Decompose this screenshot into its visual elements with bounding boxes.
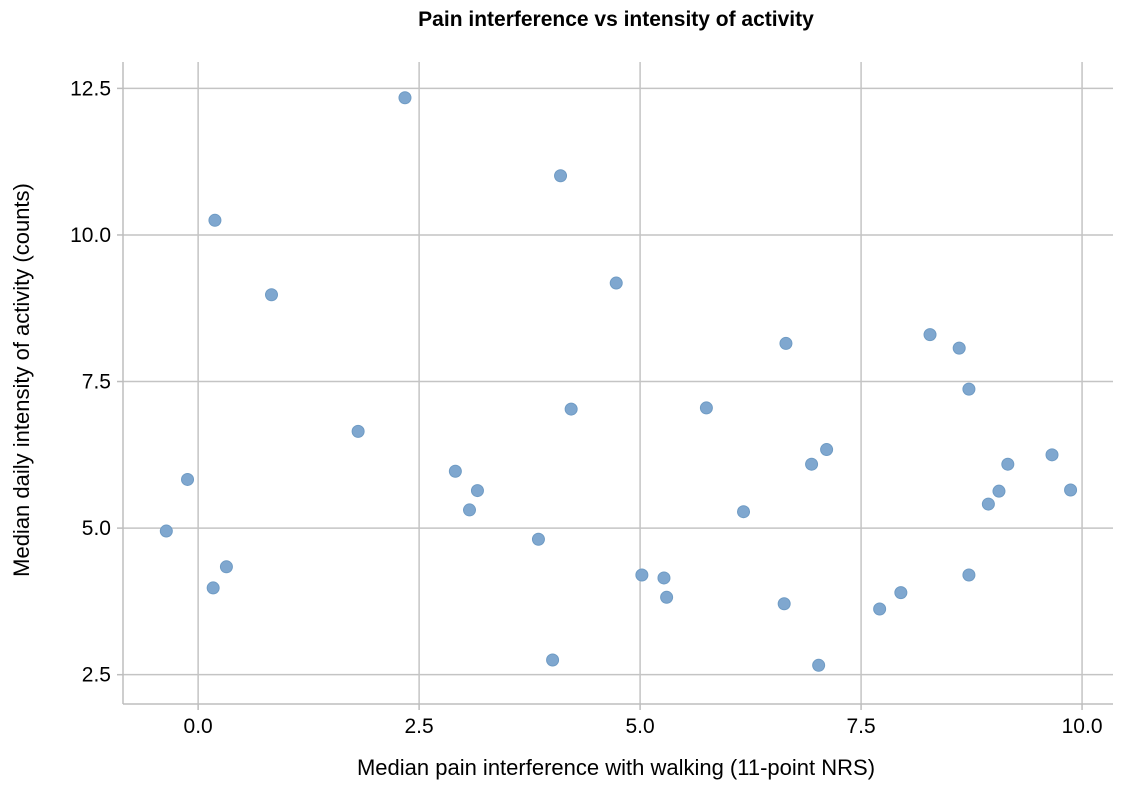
y-tick-label: 7.5 [82, 371, 111, 394]
chart-title: Pain interference vs intensity of activi… [418, 8, 814, 31]
data-point-7 [398, 91, 412, 105]
data-point-26 [873, 602, 887, 616]
data-points [159, 91, 1078, 672]
data-point-36 [1064, 483, 1078, 497]
data-point-1 [181, 472, 195, 486]
y-tick-label: 12.5 [70, 77, 111, 100]
y-tick-label: 5.0 [82, 517, 111, 540]
tick-labels: 0.0 2.5 5.0 7.5 10.0 2.5 5.0 7.5 10.0 12.5 [70, 77, 1102, 738]
y-tick-label: 2.5 [82, 664, 111, 687]
axes [117, 62, 1113, 710]
data-point-15 [609, 276, 623, 290]
data-point-0 [159, 524, 173, 538]
data-point-10 [470, 484, 484, 498]
data-point-23 [805, 457, 819, 471]
data-point-13 [554, 169, 568, 183]
data-point-6 [351, 424, 365, 438]
data-point-32 [981, 497, 995, 511]
data-point-25 [820, 443, 834, 457]
data-point-11 [531, 532, 545, 546]
x-tick-label: 2.5 [405, 715, 434, 738]
data-point-21 [777, 597, 791, 611]
x-tick-label: 10.0 [1062, 715, 1103, 738]
data-point-20 [737, 505, 751, 519]
data-point-17 [657, 571, 671, 585]
x-tick-label: 7.5 [846, 715, 875, 738]
data-point-3 [208, 213, 222, 227]
data-point-2 [206, 581, 220, 595]
data-point-19 [699, 401, 713, 415]
y-tick-label: 10.0 [70, 224, 111, 247]
x-tick-label: 0.0 [184, 715, 213, 738]
data-point-27 [894, 586, 908, 600]
y-axis-label: Median daily intensity of activity (coun… [9, 183, 34, 577]
data-point-16 [635, 568, 649, 582]
data-point-28 [923, 328, 937, 342]
data-point-18 [660, 590, 674, 604]
data-point-31 [962, 568, 976, 582]
data-point-12 [546, 653, 560, 667]
gridlines [123, 62, 1113, 704]
data-point-34 [1001, 457, 1015, 471]
data-point-33 [992, 484, 1006, 498]
data-point-8 [448, 464, 462, 478]
data-point-5 [265, 288, 278, 302]
data-point-29 [952, 341, 966, 355]
data-point-22 [779, 336, 793, 350]
data-point-9 [463, 503, 476, 517]
data-point-24 [812, 658, 826, 672]
data-point-30 [962, 382, 976, 396]
data-point-35 [1045, 448, 1059, 462]
data-point-14 [564, 402, 578, 416]
data-point-4 [219, 560, 233, 574]
x-axis-label: Median pain interference with walking (1… [357, 755, 875, 780]
x-tick-label: 5.0 [625, 715, 654, 738]
